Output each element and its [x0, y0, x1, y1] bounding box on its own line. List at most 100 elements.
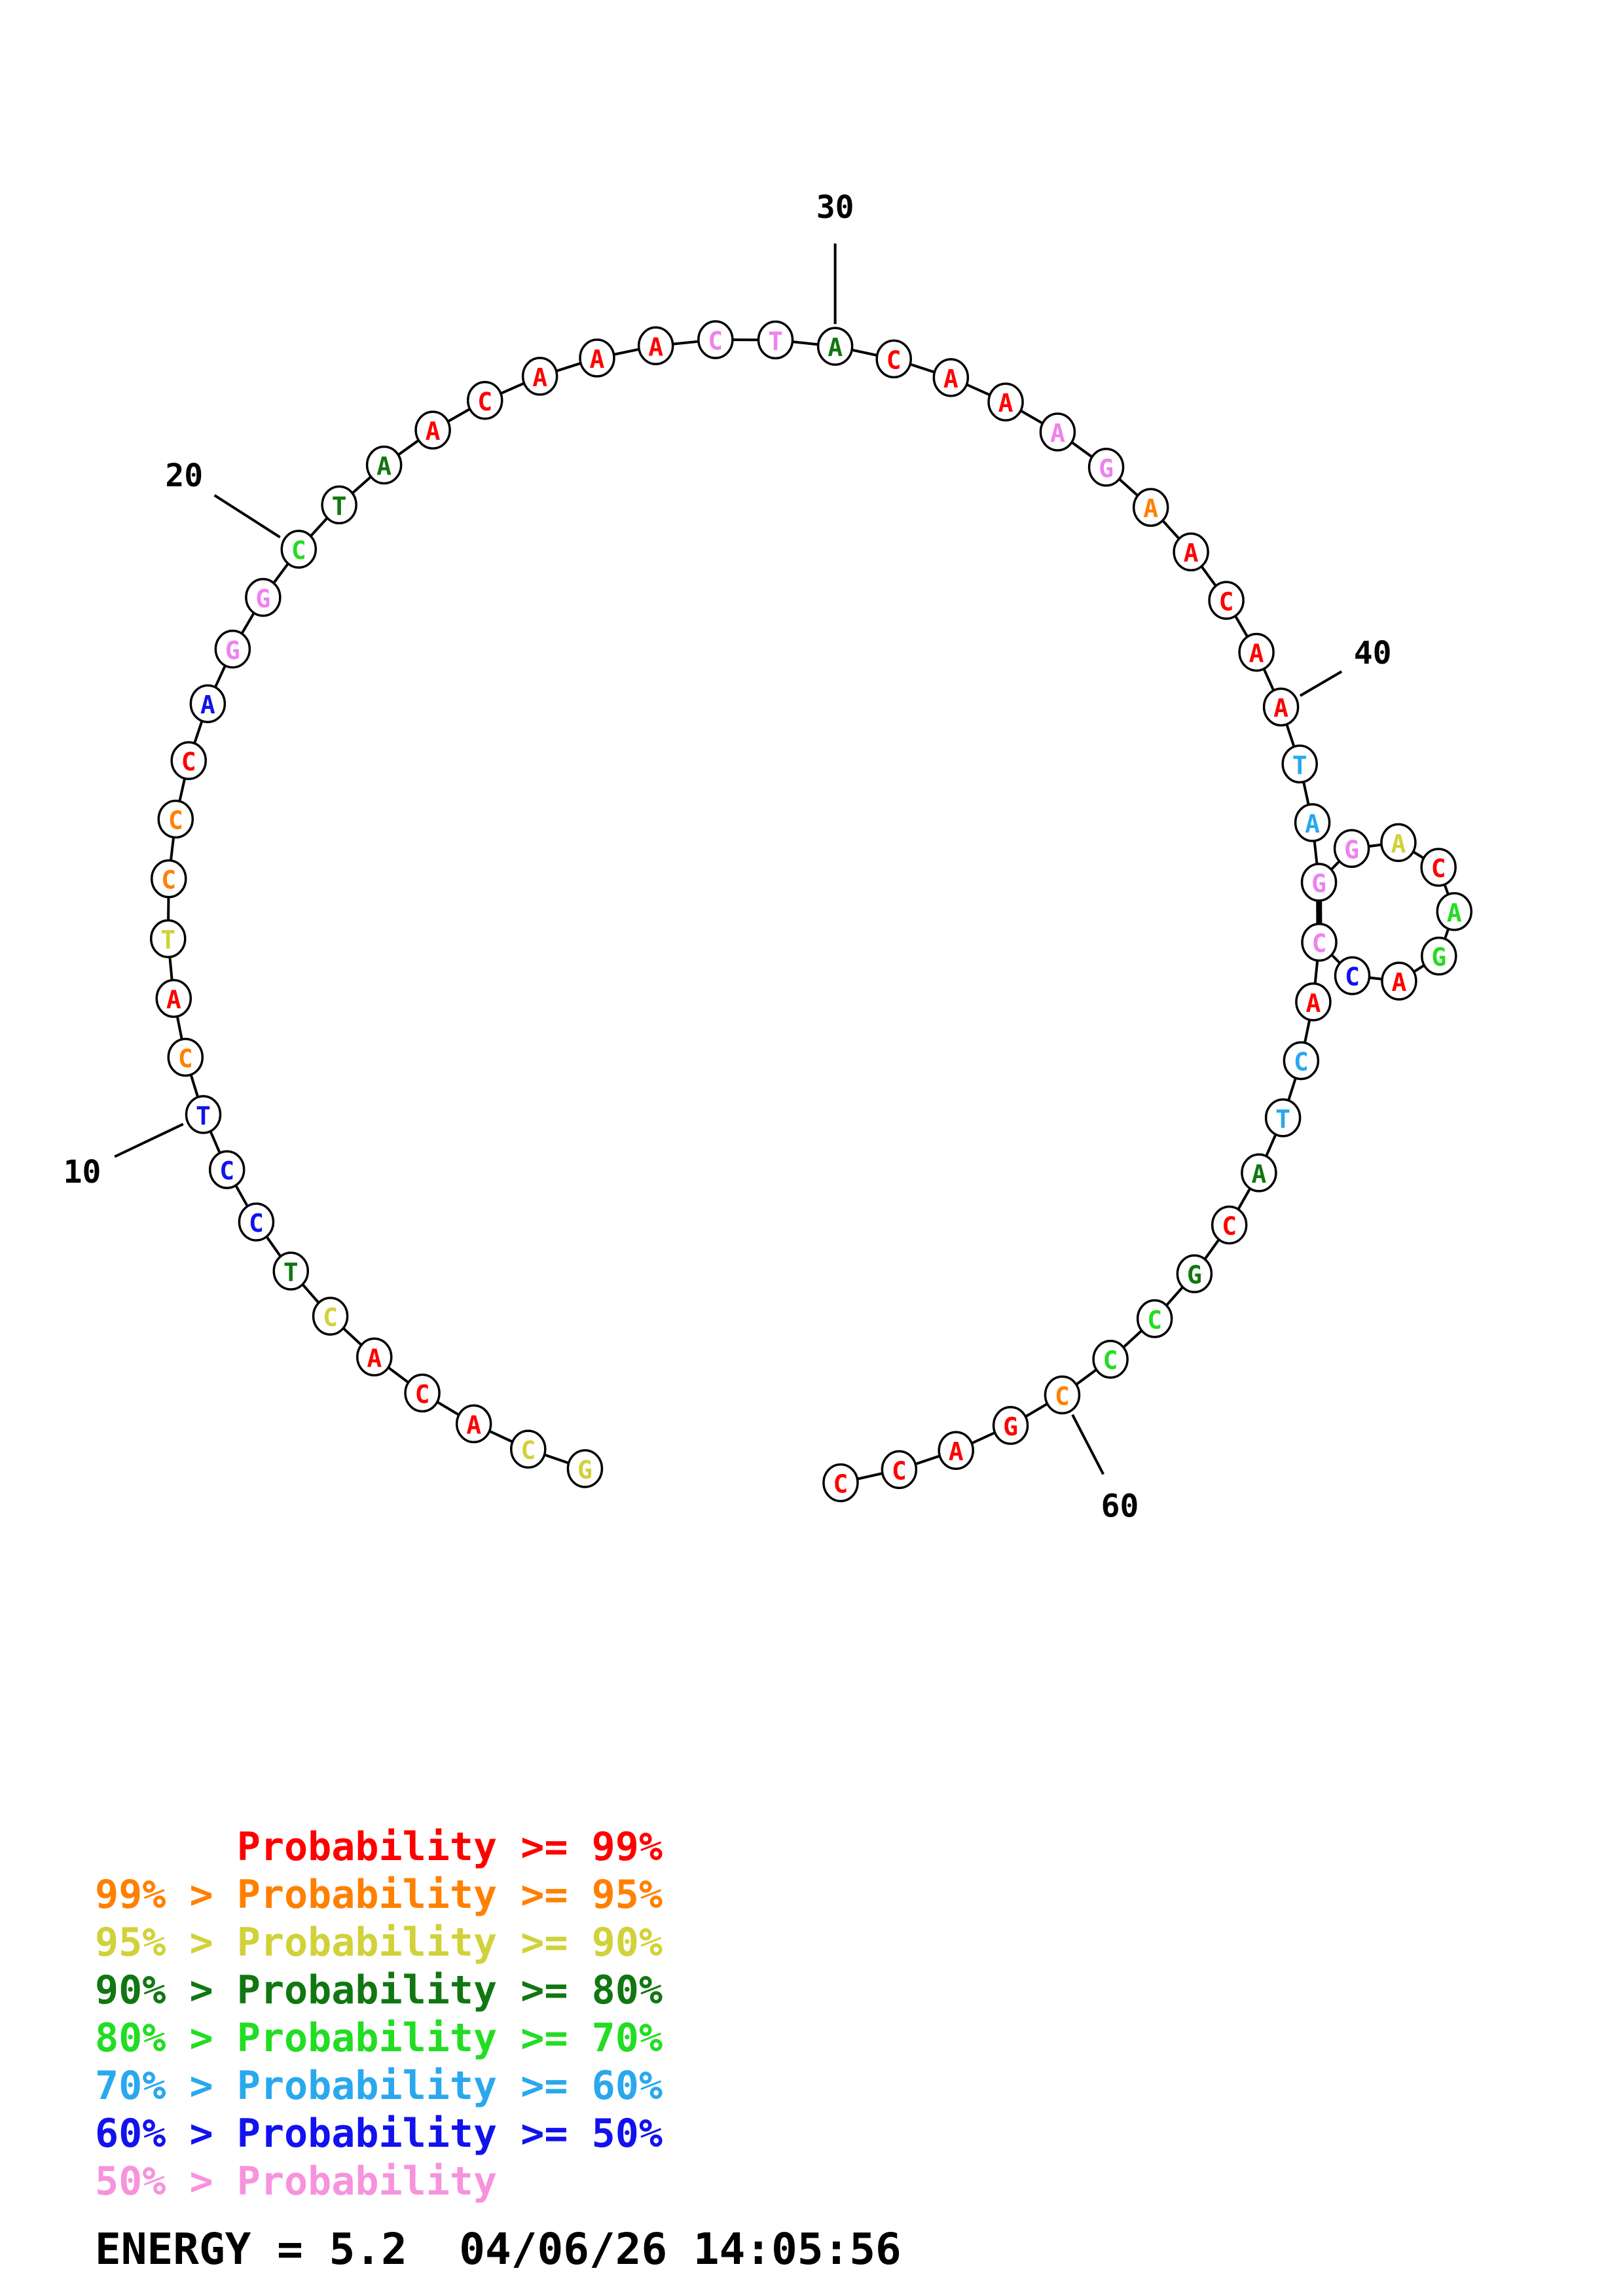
- nucleotide-base-1: G: [577, 1456, 593, 1484]
- legend-row: 99% > Probability >= 95%: [95, 1872, 663, 1918]
- nucleotide-base-62: A: [949, 1437, 964, 1466]
- nucleotide-circle-47: [1436, 892, 1473, 931]
- nucleotide-circle-58: [1136, 1299, 1173, 1338]
- nucleotide-circle-13: [149, 919, 187, 958]
- nucleotide-base-54: T: [1275, 1105, 1290, 1134]
- nucleotide-circle-57: [1176, 1254, 1213, 1293]
- nucleotide-base-21: T: [332, 492, 347, 520]
- nucleotide-circle-45: [1380, 823, 1417, 863]
- nucleotide-base-22: A: [376, 452, 392, 481]
- nucleotide-base-14: C: [161, 866, 176, 895]
- nucleotide-circle-3: [455, 1404, 492, 1444]
- legend-row: 95% > Probability >= 90%: [95, 1920, 663, 1965]
- nucleotide-circle-31: [875, 339, 912, 379]
- nucleotide-circle-62: [938, 1431, 974, 1470]
- nucleotide-circle-56: [1211, 1205, 1248, 1245]
- nucleotide-base-53: C: [1294, 1048, 1309, 1077]
- nucleotide-base-47: A: [1447, 899, 1462, 927]
- nucleotide-circle-55: [1241, 1153, 1277, 1193]
- sequence-number-label-10: 10: [64, 1154, 101, 1191]
- nucleotide-base-20: C: [291, 536, 306, 565]
- nucleotide-base-9: C: [219, 1157, 234, 1185]
- nucleotide-base-31: C: [886, 346, 902, 374]
- nucleotide-circle-53: [1283, 1041, 1320, 1081]
- label-leader-line: [1071, 1414, 1104, 1475]
- nucleotide-circle-50: [1334, 956, 1371, 996]
- nucleotide-base-7: T: [283, 1258, 299, 1287]
- sequence-number-label-30: 30: [816, 189, 854, 226]
- nucleotide-base-42: A: [1305, 810, 1320, 838]
- nucleotide-base-48: G: [1431, 943, 1446, 972]
- energy-line: ENERGY = 5.2 04/06/26 14:05:56: [95, 2224, 902, 2274]
- nucleotide-circle-24: [466, 381, 503, 420]
- nucleotide-base-46: C: [1431, 854, 1446, 883]
- nucleotide-base-59: C: [1103, 1346, 1118, 1375]
- nucleotide-base-5: A: [367, 1344, 382, 1372]
- nucleotide-circle-6: [312, 1297, 349, 1336]
- nucleotide-circle-61: [992, 1406, 1029, 1445]
- nucleotide-base-56: C: [1222, 1212, 1237, 1241]
- legend-row: Probability >= 99%: [95, 1824, 663, 1870]
- nucleotide-base-2: C: [520, 1436, 536, 1465]
- nucleotide-circle-2: [510, 1429, 547, 1469]
- nucleotide-base-24: C: [477, 387, 492, 416]
- legend-row: 50% > Probability: [95, 2159, 498, 2204]
- nucleotide-circle-40: [1262, 687, 1300, 726]
- nucleotide-circle-64: [822, 1463, 859, 1503]
- nucleotide-circle-37: [1173, 532, 1209, 571]
- nucleotide-circle-10: [185, 1095, 222, 1134]
- nucleotide-base-30: A: [828, 333, 843, 362]
- nucleotide-base-43: G: [1311, 869, 1326, 898]
- label-leader-line: [1299, 670, 1343, 697]
- nucleotide-circle-14: [150, 859, 187, 899]
- nucleotide-circle-42: [1294, 803, 1331, 842]
- nucleotide-circle-51: [1301, 922, 1338, 962]
- nucleotide-base-61: G: [1003, 1412, 1018, 1441]
- nucleotide-base-55: A: [1251, 1160, 1266, 1189]
- nucleotide-circle-23: [414, 410, 451, 450]
- nucleotide-circle-52: [1295, 982, 1332, 1022]
- nucleotide-circle-15: [157, 799, 194, 839]
- nucleotide-circle-32: [932, 358, 970, 397]
- nucleotide-circle-18: [214, 630, 251, 669]
- nucleotide-circle-7: [272, 1251, 310, 1291]
- nucleotide-base-58: C: [1147, 1306, 1162, 1335]
- nucleotide-circle-60: [1044, 1375, 1081, 1415]
- nucleotide-circle-12: [155, 978, 192, 1018]
- nucleotide-circle-35: [1087, 448, 1125, 487]
- nucleotide-base-10: T: [196, 1102, 211, 1130]
- nucleotide-circle-9: [208, 1150, 246, 1189]
- nucleotide-base-52: A: [1305, 989, 1321, 1018]
- nucleotide-circle-59: [1092, 1339, 1129, 1379]
- label-leader-line: [213, 494, 281, 539]
- nucleotide-base-37: A: [1184, 539, 1199, 567]
- nucleotide-base-25: A: [532, 363, 547, 392]
- nucleotide-circle-4: [404, 1373, 441, 1413]
- nucleotide-base-26: A: [590, 345, 605, 374]
- nucleotide-base-32: A: [943, 365, 958, 393]
- nucleotide-base-3: A: [466, 1410, 481, 1439]
- nucleotide-base-57: G: [1187, 1261, 1202, 1289]
- nucleotide-base-39: A: [1249, 639, 1264, 668]
- label-leader-line: [114, 1122, 184, 1158]
- nucleotide-base-6: C: [323, 1303, 338, 1332]
- probability-legend: Probability >= 99% 99% > Probability >= 9…: [95, 1823, 663, 2206]
- nucleotide-base-35: G: [1099, 454, 1114, 483]
- nucleotide-circle-11: [167, 1037, 204, 1077]
- nucleotide-base-51: C: [1312, 929, 1327, 958]
- nucleotide-base-8: C: [249, 1209, 264, 1238]
- nucleotide-base-18: G: [225, 636, 240, 665]
- nucleotide-circle-54: [1264, 1098, 1302, 1138]
- sequence-number-label-40: 40: [1354, 635, 1392, 672]
- nucleotide-circle-38: [1208, 581, 1245, 620]
- legend-row: 60% > Probability >= 50%: [95, 2111, 663, 2157]
- nucleotide-circle-49: [1381, 961, 1417, 1001]
- nucleotide-circle-8: [238, 1202, 275, 1242]
- nucleotide-circle-29: [757, 320, 794, 360]
- nucleotide-circle-27: [637, 326, 674, 366]
- nucleotide-base-50: C: [1345, 963, 1360, 992]
- nucleotide-base-15: C: [168, 806, 183, 835]
- sequence-number-label-60: 60: [1101, 1488, 1139, 1524]
- nucleotide-circle-5: [356, 1337, 393, 1377]
